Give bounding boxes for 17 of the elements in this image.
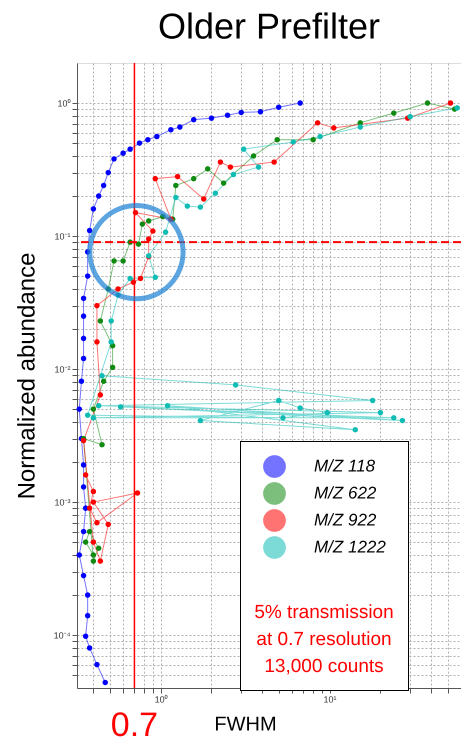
y-tick-label: 10⁻¹ [54,232,70,242]
legend-label: M/Z 118 [314,456,376,476]
x-tick-label: 10¹ [324,694,337,704]
chart-title: Older Prefilter [158,5,380,46]
y-tick-label: 10⁻³ [54,498,70,508]
legend-label: M/Z 1222 [314,538,386,556]
y-tick-label: 10⁻⁴ [54,630,71,641]
y-axis-title: Normalized abundance [14,252,41,500]
annotation: 13,000 counts [264,656,384,677]
legend-label: M/Z 922 [314,510,377,530]
y-tick-label: 10⁻² [54,364,70,375]
x-axis-title: FWHM [214,714,277,736]
ref-line-label: 0.7 [110,706,158,744]
annotation: 5% transmission [254,602,394,623]
annotation: at 0.7 resolution [256,629,392,650]
y-tick-label: 10⁰ [57,98,70,109]
legend-label: M/Z 622 [314,484,377,502]
